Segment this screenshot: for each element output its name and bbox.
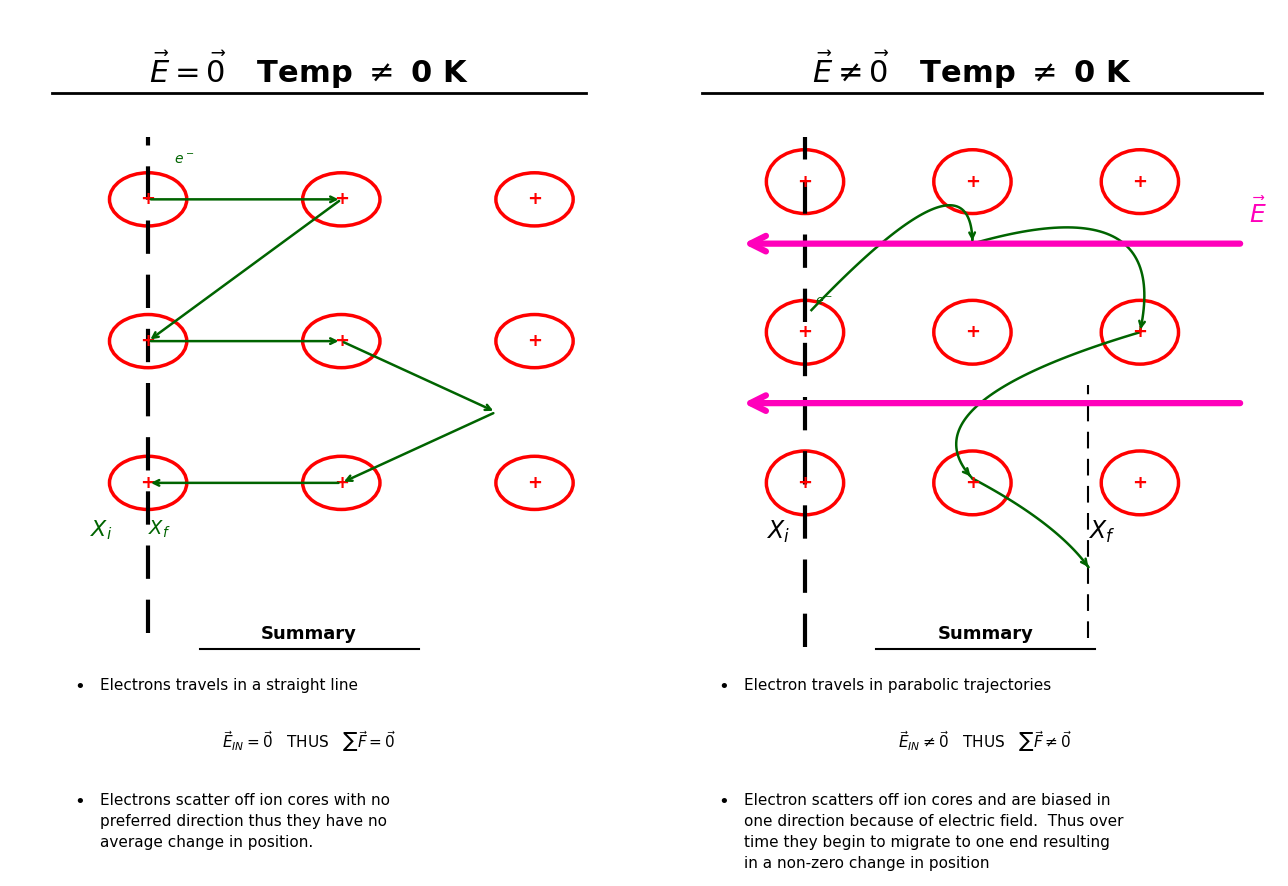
Text: •: •	[75, 793, 85, 811]
Text: +: +	[965, 173, 980, 190]
Text: $X_i$: $X_i$	[90, 518, 112, 542]
Text: +: +	[527, 332, 542, 350]
Text: $\vec{E} \neq \vec{0}$   Temp $\neq$ 0 K: $\vec{E} \neq \vec{0}$ Temp $\neq$ 0 K	[813, 49, 1132, 90]
Text: $\vec{E}_{IN} = \vec{0}$   THUS   $\sum\vec{F}=\vec{0}$: $\vec{E}_{IN} = \vec{0}$ THUS $\sum\vec{…	[223, 729, 395, 754]
Text: +: +	[797, 474, 813, 492]
Text: $X_i$: $X_i$	[766, 518, 790, 545]
Text: +: +	[965, 474, 980, 492]
Text: •: •	[719, 793, 729, 811]
Text: •: •	[75, 678, 85, 696]
Text: $e^-$: $e^-$	[174, 152, 194, 167]
Text: +: +	[1132, 474, 1148, 492]
Text: +: +	[527, 190, 542, 208]
Text: $\vec{E}_{IN} \neq \vec{0}$   THUS   $\sum\vec{F}\neq\vec{0}$: $\vec{E}_{IN} \neq \vec{0}$ THUS $\sum\v…	[899, 729, 1072, 754]
Text: +: +	[334, 332, 349, 350]
Text: +: +	[527, 474, 542, 492]
Text: Summary: Summary	[261, 625, 357, 642]
Text: +: +	[140, 474, 156, 492]
Text: +: +	[334, 190, 349, 208]
Text: $e^-$: $e^-$	[815, 295, 833, 307]
Text: $\vec{E} = \vec{0}$   Temp $\neq$ 0 K: $\vec{E} = \vec{0}$ Temp $\neq$ 0 K	[149, 49, 469, 90]
Text: $\vec{E}$: $\vec{E}$	[1249, 198, 1267, 228]
Text: $X_f$: $X_f$	[148, 518, 171, 540]
Text: +: +	[1132, 323, 1148, 341]
Text: +: +	[140, 332, 156, 350]
Text: Summary: Summary	[938, 625, 1033, 642]
Text: +: +	[140, 190, 156, 208]
Text: Electron travels in parabolic trajectories: Electron travels in parabolic trajectori…	[744, 678, 1052, 693]
Text: +: +	[334, 474, 349, 492]
Text: +: +	[797, 323, 813, 341]
Text: +: +	[965, 323, 980, 341]
Text: Electrons travels in a straight line: Electrons travels in a straight line	[100, 678, 358, 693]
Text: +: +	[797, 173, 813, 190]
Text: +: +	[1132, 173, 1148, 190]
Text: Electrons scatter off ion cores with no
preferred direction thus they have no
av: Electrons scatter off ion cores with no …	[100, 793, 390, 850]
Text: Electron scatters off ion cores and are biased in
one direction because of elect: Electron scatters off ion cores and are …	[744, 793, 1124, 871]
Text: $X_f$: $X_f$	[1088, 518, 1115, 545]
Text: •: •	[719, 678, 729, 696]
